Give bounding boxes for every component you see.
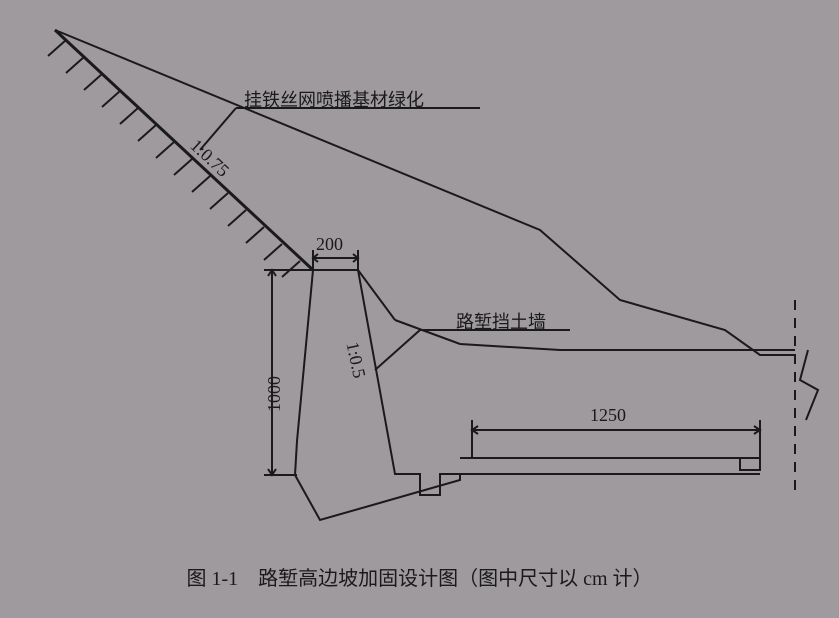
dim-text-1250: 1250 — [590, 405, 626, 426]
label-slope-protection: 挂铁丝网喷播基材绿化 — [244, 86, 424, 112]
dim-text-1000: 1000 — [264, 376, 285, 412]
drain-notch — [740, 458, 760, 470]
break-symbol — [800, 350, 818, 420]
slope-hatch — [48, 40, 300, 277]
leader-wall-tail — [375, 330, 420, 370]
figure-canvas: 挂铁丝网喷播基材绿化 路堑挡土墙 1:0.75 1:0.5 200 1000 1… — [0, 0, 839, 618]
terrain-line — [55, 30, 795, 355]
retaining-wall-outline — [295, 270, 460, 520]
dim-1000 — [264, 270, 313, 475]
label-retaining-wall: 路堑挡土墙 — [456, 308, 546, 334]
dim-text-200: 200 — [316, 234, 343, 255]
cut-slope-line — [55, 30, 313, 270]
road-surface — [395, 320, 795, 350]
figure-caption: 图 1-1 路堑高边坡加固设计图（图中尺寸以 cm 计） — [0, 562, 839, 591]
